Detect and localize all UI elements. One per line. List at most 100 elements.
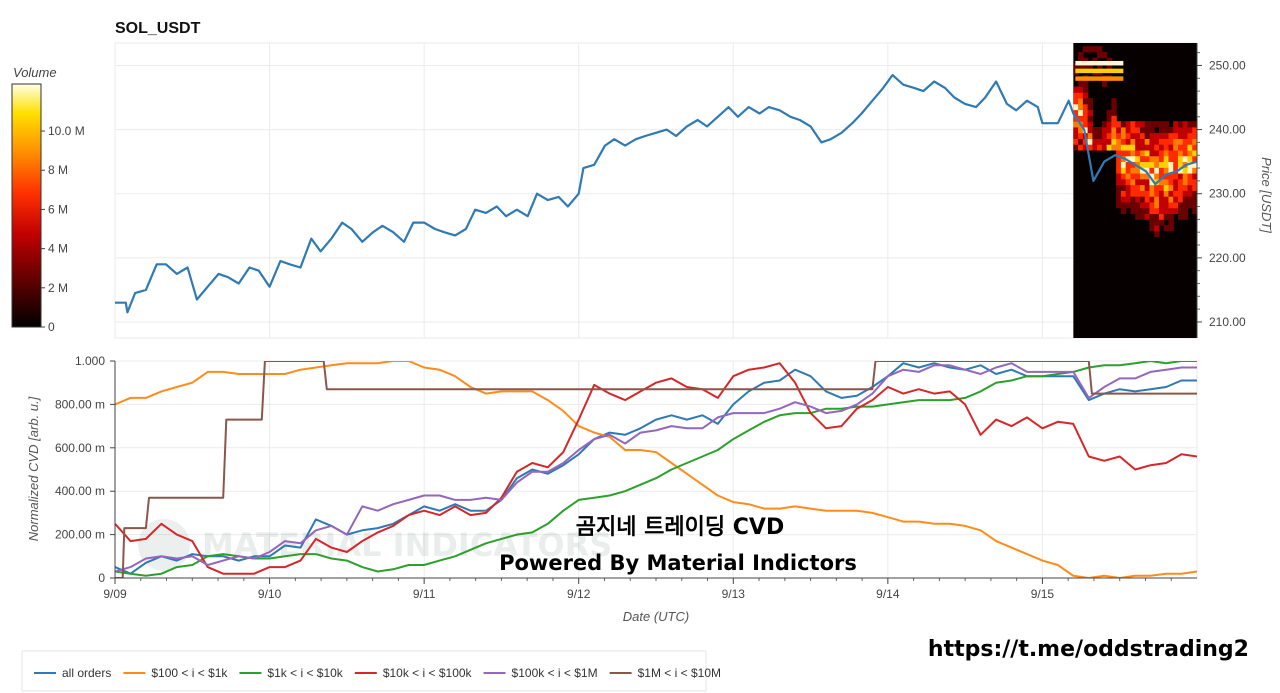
legend-entry[interactable]: $100k < i < $1M bbox=[512, 666, 598, 680]
heatmap-cell bbox=[1177, 167, 1184, 174]
heatmap-cell bbox=[1082, 121, 1089, 128]
heatmap-cell bbox=[1177, 155, 1184, 163]
heatmap-cell bbox=[1154, 138, 1160, 145]
heatmap-cell bbox=[1168, 132, 1174, 139]
heatmap-cell bbox=[1173, 184, 1179, 191]
heatmap-cell bbox=[1120, 150, 1127, 157]
heatmap-cell bbox=[1158, 121, 1165, 128]
heatmap-cell bbox=[1149, 219, 1155, 226]
heatmap-cell bbox=[1073, 144, 1079, 151]
heatmap-cell bbox=[1120, 196, 1127, 203]
heatmap-cell bbox=[1168, 155, 1174, 163]
heatmap-cell bbox=[1139, 173, 1146, 180]
heatmap-cell bbox=[1182, 173, 1189, 180]
heatmap-cell bbox=[1149, 178, 1155, 186]
heatmap-cell bbox=[1106, 63, 1112, 70]
heatmap-cell bbox=[1125, 121, 1132, 128]
heatmap-cell bbox=[1163, 132, 1170, 139]
cvd-tick-label: 800.00 m bbox=[55, 397, 105, 411]
heatmap-cell bbox=[1139, 127, 1146, 134]
heatmap-cell bbox=[1135, 161, 1141, 168]
heatmap-cell bbox=[1139, 202, 1146, 209]
heatmap-cell bbox=[1111, 121, 1117, 128]
heatmap-cell bbox=[1163, 167, 1170, 174]
heatmap-cell bbox=[1082, 46, 1089, 53]
heatmap-cell bbox=[1149, 144, 1155, 151]
heatmap-cell bbox=[1149, 213, 1155, 220]
cvd-series-line bbox=[115, 362, 1197, 575]
heatmap-cell bbox=[1177, 196, 1184, 203]
heatmap-cell bbox=[1149, 190, 1155, 197]
heatmap-cell bbox=[1125, 161, 1132, 168]
legend-entry[interactable]: $1M < i < $10M bbox=[638, 666, 721, 680]
heatmap-cell bbox=[1154, 184, 1160, 191]
heatmap-cell bbox=[1192, 138, 1197, 145]
heatmap-cell bbox=[1154, 150, 1160, 157]
heatmap-cell bbox=[1192, 173, 1197, 180]
price-line bbox=[115, 74, 1197, 314]
heatmap-cell bbox=[1120, 173, 1127, 180]
heatmap-cell bbox=[1192, 207, 1197, 214]
heatmap-cell bbox=[1120, 184, 1127, 191]
heatmap-cell bbox=[1173, 190, 1179, 197]
heatmap-cell bbox=[1158, 150, 1165, 157]
heatmap-cell bbox=[1163, 207, 1170, 214]
overlay-subtitle: Powered By Material Indictors bbox=[499, 551, 857, 575]
heatmap-band bbox=[1075, 68, 1124, 74]
heatmap-cell bbox=[1177, 144, 1184, 151]
heatmap-cell bbox=[1144, 132, 1151, 139]
heatmap-cell bbox=[1111, 127, 1117, 134]
heatmap-cell bbox=[1120, 167, 1127, 174]
heatmap-cell bbox=[1158, 219, 1165, 226]
heatmap-cell bbox=[1154, 167, 1160, 174]
heatmap-cell bbox=[1078, 63, 1084, 70]
heatmap-cell bbox=[1125, 138, 1132, 145]
heatmap-cell bbox=[1149, 173, 1155, 180]
heatmap-cell bbox=[1144, 173, 1151, 180]
heatmap-cell bbox=[1149, 161, 1155, 168]
legend-entry[interactable]: $100 < i < $1k bbox=[151, 666, 228, 680]
heatmap-cell bbox=[1116, 155, 1122, 163]
heatmap-cell bbox=[1144, 178, 1151, 186]
heatmap-cell bbox=[1149, 150, 1155, 157]
heatmap-cell bbox=[1116, 202, 1122, 209]
heatmap-cell bbox=[1092, 57, 1098, 64]
heatmap-cell bbox=[1116, 144, 1122, 151]
heatmap-cell bbox=[1168, 219, 1174, 226]
heatmap-cell bbox=[1163, 150, 1170, 157]
heatmap-cell bbox=[1135, 207, 1141, 214]
heatmap-cell bbox=[1149, 202, 1155, 209]
heatmap-cell bbox=[1078, 57, 1084, 64]
heatmap-cell bbox=[1182, 121, 1189, 128]
heatmap-cell bbox=[1154, 132, 1160, 139]
heatmap-cell bbox=[1073, 86, 1079, 93]
heatmap-cell bbox=[1111, 103, 1117, 111]
legend-entry[interactable]: $10k < i < $100k bbox=[383, 666, 473, 680]
heatmap-cell bbox=[1116, 138, 1122, 145]
heatmap-cell bbox=[1087, 121, 1093, 128]
heatmap-cell bbox=[1078, 80, 1084, 88]
heatmap-cell bbox=[1182, 144, 1189, 151]
heatmap-cell bbox=[1120, 132, 1127, 139]
heatmap-cell bbox=[1120, 127, 1127, 134]
telegram-link[interactable]: https://t.me/oddstrading2 bbox=[928, 637, 1249, 662]
heatmap-cell bbox=[1163, 138, 1170, 145]
heatmap-cell bbox=[1135, 196, 1141, 203]
heatmap-cell bbox=[1078, 138, 1084, 145]
heatmap-cell bbox=[1158, 132, 1165, 139]
colorbar-tick-label: 6 M bbox=[48, 202, 68, 216]
heatmap-cell bbox=[1130, 144, 1136, 151]
legend-entry[interactable]: $1k < i < $10k bbox=[267, 666, 343, 680]
heatmap-cell bbox=[1073, 98, 1079, 105]
legend-entry[interactable]: all orders bbox=[62, 666, 111, 680]
heatmap-cell bbox=[1130, 184, 1136, 191]
heatmap-cell bbox=[1135, 150, 1141, 157]
chart-title: SOL_USDT bbox=[115, 20, 201, 37]
heatmap-cell bbox=[1173, 144, 1179, 151]
heatmap-cell bbox=[1092, 127, 1098, 134]
heatmap-cell bbox=[1154, 196, 1160, 203]
heatmap-cell bbox=[1101, 138, 1108, 145]
heatmap-cell bbox=[1078, 86, 1084, 93]
heatmap-cell bbox=[1125, 190, 1132, 197]
heatmap-cell bbox=[1154, 207, 1160, 214]
